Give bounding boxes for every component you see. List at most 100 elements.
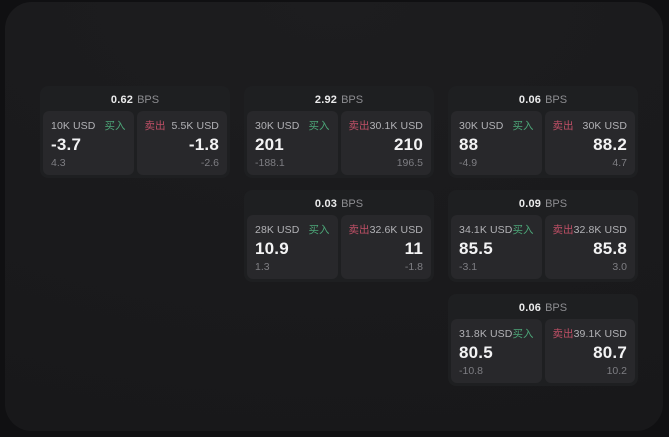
card-body: 10K USD 买入 -3.7 4.3 卖出 5.5K USD -1.8 -2.… <box>43 111 227 175</box>
bps-value: 0.03 <box>314 198 338 210</box>
buy-price: 201 <box>255 135 284 154</box>
card-body: 28K USD 买入 10.9 1.3 卖出 32.6K USD 11 -1.8 <box>247 215 431 279</box>
card-header: 0.06 BPS <box>451 89 635 111</box>
sell-amount: 5.5K USD <box>171 119 219 132</box>
bps-value: 2.92 <box>314 94 338 106</box>
buy-panel[interactable]: 31.8K USD 买入 80.5 -10.8 <box>451 319 542 383</box>
bps-unit-label: BPS <box>545 94 568 106</box>
buy-delta: -188.1 <box>255 157 285 169</box>
bps-value: 0.06 <box>518 94 542 106</box>
sell-panel[interactable]: 卖出 5.5K USD -1.8 -2.6 <box>136 111 227 175</box>
buy-price: 88 <box>459 135 479 154</box>
bps-unit-label: BPS <box>341 94 364 106</box>
bps-value: 0.06 <box>518 302 542 314</box>
bps-unit-label: BPS <box>341 198 364 210</box>
sell-panel[interactable]: 卖出 30.1K USD 210 196.5 <box>340 111 431 175</box>
sell-panel-top: 卖出 32.6K USD <box>349 222 424 237</box>
sell-panel[interactable]: 卖出 30K USD 88.2 4.7 <box>544 111 635 175</box>
sell-tag: 卖出 <box>348 224 370 236</box>
sell-panel-top: 卖出 30.1K USD <box>349 118 424 133</box>
buy-amount: 30K USD <box>255 119 300 132</box>
buy-price: 10.9 <box>255 239 289 258</box>
buy-panel[interactable]: 34.1K USD 买入 85.5 -3.1 <box>451 215 542 279</box>
buy-tag: 买入 <box>512 328 534 340</box>
sell-tag: 卖出 <box>552 328 574 340</box>
card-body: 31.8K USD 买入 80.5 -10.8 卖出 39.1K USD 80.… <box>451 319 635 383</box>
bps-unit-label: BPS <box>545 302 568 314</box>
sell-panel-top: 卖出 32.8K USD <box>553 222 628 237</box>
buy-amount: 34.1K USD <box>459 223 513 236</box>
sell-amount: 32.6K USD <box>369 223 423 236</box>
sell-amount: 32.8K USD <box>573 223 627 236</box>
buy-price: 80.5 <box>459 343 493 362</box>
buy-delta: 1.3 <box>255 261 270 273</box>
sell-panel-top: 卖出 39.1K USD <box>553 326 628 341</box>
bps-value: 0.09 <box>518 198 542 210</box>
sell-amount: 39.1K USD <box>573 327 627 340</box>
sell-tag: 卖出 <box>348 120 370 132</box>
quote-card: 0.03 BPS 28K USD 买入 10.9 1.3 卖出 32.6K US… <box>244 190 434 282</box>
card-header: 0.03 BPS <box>247 193 431 215</box>
card-header: 0.09 BPS <box>451 193 635 215</box>
sell-delta: -2.6 <box>200 157 219 169</box>
quote-card-grid: 0.62 BPS 10K USD 买入 -3.7 4.3 卖出 5.5K USD… <box>40 86 638 386</box>
sell-price: 85.8 <box>593 239 627 258</box>
buy-price: -3.7 <box>51 135 82 154</box>
buy-panel[interactable]: 30K USD 买入 201 -188.1 <box>247 111 338 175</box>
buy-delta: -10.8 <box>459 365 483 377</box>
sell-delta: 196.5 <box>396 157 423 169</box>
card-body: 30K USD 买入 88 -4.9 卖出 30K USD 88.2 4.7 <box>451 111 635 175</box>
card-header: 2.92 BPS <box>247 89 431 111</box>
sell-delta: -1.8 <box>404 261 423 273</box>
sell-price: -1.8 <box>188 135 219 154</box>
sell-amount: 30.1K USD <box>369 119 423 132</box>
buy-delta: -4.9 <box>459 157 478 169</box>
card-body: 34.1K USD 买入 85.5 -3.1 卖出 32.8K USD 85.8… <box>451 215 635 279</box>
card-header: 0.62 BPS <box>43 89 227 111</box>
sell-delta: 10.2 <box>606 365 627 377</box>
buy-panel-top: 10K USD 买入 <box>51 118 126 133</box>
buy-tag: 买入 <box>512 120 534 132</box>
sell-panel[interactable]: 卖出 39.1K USD 80.7 10.2 <box>544 319 635 383</box>
buy-panel[interactable]: 30K USD 买入 88 -4.9 <box>451 111 542 175</box>
buy-delta: 4.3 <box>51 157 66 169</box>
buy-tag: 买入 <box>308 120 330 132</box>
buy-amount: 31.8K USD <box>459 327 513 340</box>
bps-unit-label: BPS <box>545 198 568 210</box>
sell-price: 210 <box>394 135 423 154</box>
quote-card: 0.06 BPS 31.8K USD 买入 80.5 -10.8 卖出 39.1… <box>448 294 638 386</box>
sell-panel[interactable]: 卖出 32.6K USD 11 -1.8 <box>340 215 431 279</box>
sell-delta: 3.0 <box>612 261 627 273</box>
buy-amount: 28K USD <box>255 223 300 236</box>
buy-panel[interactable]: 28K USD 买入 10.9 1.3 <box>247 215 338 279</box>
buy-price: 85.5 <box>459 239 493 258</box>
buy-panel-top: 28K USD 买入 <box>255 222 330 237</box>
buy-amount: 10K USD <box>51 119 96 132</box>
quote-card: 0.06 BPS 30K USD 买入 88 -4.9 卖出 30K USD 8… <box>448 86 638 178</box>
sell-price: 88.2 <box>593 135 627 154</box>
buy-tag: 买入 <box>104 120 126 132</box>
sell-panel[interactable]: 卖出 32.8K USD 85.8 3.0 <box>544 215 635 279</box>
sell-panel-top: 卖出 5.5K USD <box>145 118 220 133</box>
quote-card: 0.62 BPS 10K USD 买入 -3.7 4.3 卖出 5.5K USD… <box>40 86 230 178</box>
buy-panel-top: 34.1K USD 买入 <box>459 222 534 237</box>
buy-panel-top: 30K USD 买入 <box>459 118 534 133</box>
card-body: 30K USD 买入 201 -188.1 卖出 30.1K USD 210 1… <box>247 111 431 175</box>
quote-card: 2.92 BPS 30K USD 买入 201 -188.1 卖出 30.1K … <box>244 86 434 178</box>
buy-panel-top: 31.8K USD 买入 <box>459 326 534 341</box>
sell-price: 11 <box>404 239 423 258</box>
sell-tag: 卖出 <box>144 120 166 132</box>
buy-delta: -3.1 <box>459 261 478 273</box>
buy-panel-top: 30K USD 买入 <box>255 118 330 133</box>
sell-price: 80.7 <box>593 343 627 362</box>
buy-panel[interactable]: 10K USD 买入 -3.7 4.3 <box>43 111 134 175</box>
buy-tag: 买入 <box>512 224 534 236</box>
bps-value: 0.62 <box>110 94 134 106</box>
card-header: 0.06 BPS <box>451 297 635 319</box>
sell-tag: 卖出 <box>552 120 574 132</box>
main-panel: 0.62 BPS 10K USD 买入 -3.7 4.3 卖出 5.5K USD… <box>5 2 663 431</box>
buy-amount: 30K USD <box>459 119 504 132</box>
sell-amount: 30K USD <box>582 119 627 132</box>
sell-panel-top: 卖出 30K USD <box>553 118 628 133</box>
